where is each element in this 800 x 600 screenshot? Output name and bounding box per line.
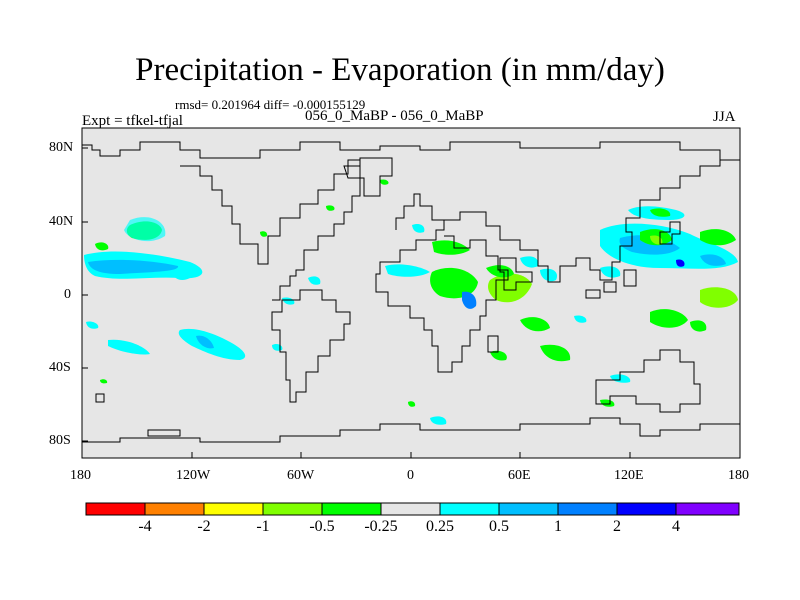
map-title: Precipitation - Evaporation (in mm/day) — [135, 52, 665, 88]
patch-spcz-west2 — [86, 321, 99, 329]
lon-tick: 180 — [728, 468, 749, 483]
patch-sahel — [385, 264, 430, 277]
legend-box — [321, 502, 382, 516]
lon-tick: 120E — [614, 468, 644, 483]
legend-box — [380, 502, 441, 516]
experiment-label: Expt = tfkel-tfjal — [82, 113, 183, 129]
axis-ticks — [81, 147, 741, 458]
patch-east-africa — [488, 273, 532, 303]
patch-med — [432, 240, 470, 255]
coast-small-island — [95, 393, 105, 403]
patch-wpac-north-green — [650, 208, 671, 217]
patch-atl-eq — [260, 231, 268, 237]
coast-madagascar — [487, 335, 499, 353]
legend-label: -4 — [138, 518, 152, 535]
patch-io-south — [520, 317, 550, 332]
legend-box — [439, 502, 500, 516]
patch-pacific-green-small — [95, 242, 109, 251]
legend-label: 0.25 — [426, 518, 454, 535]
lon-tick: 60W — [287, 468, 315, 483]
legend-box — [144, 502, 205, 516]
patch-east-eq-green — [650, 309, 688, 328]
legend-label: -0.5 — [309, 518, 335, 535]
coast-japan — [659, 221, 681, 245]
patch-wpac-blue — [700, 254, 726, 266]
patch-caribbean — [282, 297, 295, 305]
season-label: JJA — [713, 109, 736, 125]
runs-label: 056_0_MaBP - 056_0_MaBP — [305, 108, 484, 124]
coast-australia — [595, 349, 701, 413]
patch-spcz-west — [108, 339, 150, 355]
patch-pacific-cyan2 — [172, 270, 191, 280]
patch-atl-n — [380, 179, 389, 185]
patch-wpac-east — [700, 229, 736, 246]
patch-arabia — [520, 256, 539, 268]
lon-tick: 120W — [176, 468, 211, 483]
legend-label: -0.25 — [364, 518, 398, 535]
rmsd-diff-stats: rmsd= 0.201964 diff= -0.000155129 — [175, 97, 366, 112]
patch-southern-ocean2 — [600, 399, 615, 407]
lon-tick: 0 — [407, 468, 414, 483]
legend-label: 1 — [554, 518, 562, 535]
legend-box — [498, 502, 559, 516]
legend-label: 4 — [672, 518, 680, 535]
patch-pacific-cyan1 — [124, 217, 166, 242]
patch-india — [540, 268, 558, 282]
legend-label: 2 — [613, 518, 621, 535]
coast-asia — [444, 160, 721, 283]
legend-box — [203, 502, 264, 516]
coast-arctic — [82, 141, 740, 161]
lat-tick: 40S — [49, 360, 71, 375]
patch-africa-green — [430, 267, 478, 299]
patch-spcz-core — [196, 335, 214, 349]
patch-china — [600, 266, 621, 278]
patch-east-eq — [700, 287, 738, 308]
lat-tick: 80S — [49, 433, 71, 448]
legend-box — [557, 502, 618, 516]
coast-north-america — [180, 159, 361, 301]
legend-box — [85, 502, 146, 516]
coastlines — [82, 141, 740, 443]
patch-gulf — [308, 276, 321, 285]
patch-io-south2 — [540, 344, 571, 362]
lon-tick: 180 — [70, 468, 91, 483]
legend-box — [675, 502, 740, 516]
map-frame — [81, 127, 741, 459]
coast-arabia — [499, 257, 533, 291]
legend-bar — [85, 502, 740, 516]
coast-antarctica — [82, 417, 740, 443]
coast-maritime — [585, 269, 637, 299]
patch-southern-ocean — [430, 416, 447, 425]
patch-io-cyan — [574, 315, 587, 323]
lat-tick: 40N — [49, 214, 74, 229]
patch-africa-blue — [462, 291, 477, 309]
patch-med-cyan — [412, 223, 425, 233]
patch-atl-sq — [408, 401, 416, 407]
lat-tick: 80N — [49, 140, 74, 155]
patch-wpac-yellow — [650, 235, 663, 245]
coast-greenland — [343, 157, 393, 197]
coast-europe-africa — [375, 193, 509, 373]
legend-label: -1 — [256, 518, 270, 535]
patch-east-eq-green2 — [690, 320, 707, 332]
lat-tick: 0 — [64, 287, 71, 302]
legend-box — [616, 502, 677, 516]
anomaly-patches — [84, 179, 738, 425]
patch-madagascar — [490, 350, 507, 361]
legend-label: -2 — [197, 518, 211, 535]
patch-mid-n — [326, 205, 335, 211]
coast-south-america — [271, 289, 351, 403]
patch-wpac-blue-dot — [676, 259, 685, 267]
legend-label: 0.5 — [489, 518, 509, 535]
lon-tick: 60E — [508, 468, 531, 483]
patch-atl-s — [100, 379, 108, 384]
patch-pacific-band-core — [88, 259, 179, 274]
coast-antarctic-island — [147, 429, 181, 437]
legend-box — [262, 502, 323, 516]
